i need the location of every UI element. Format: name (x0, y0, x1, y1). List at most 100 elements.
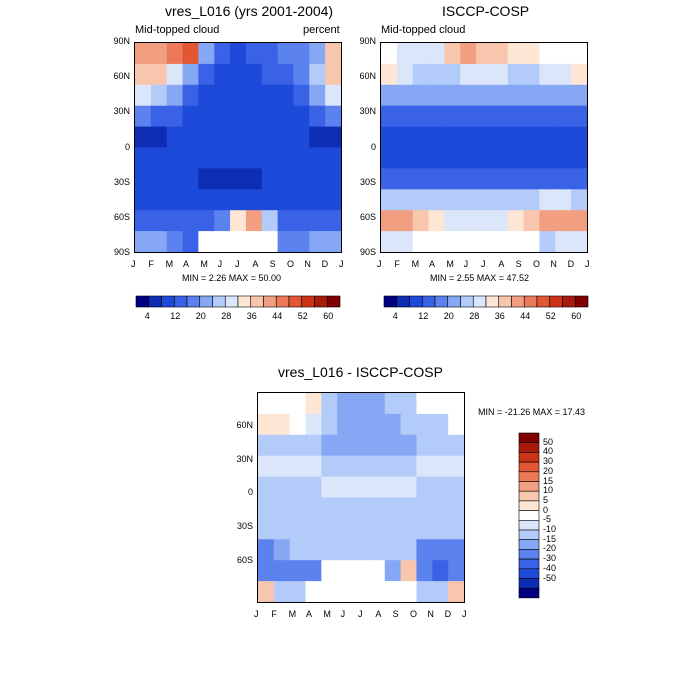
heat-cell (277, 147, 295, 169)
x-tick-label: F (148, 259, 154, 269)
heat-cell (416, 539, 433, 561)
heat-cell (416, 476, 433, 499)
heat-cell (309, 43, 326, 65)
heat-cell (428, 126, 445, 149)
heat-cell (396, 63, 414, 86)
colorbar-swatch (518, 481, 540, 492)
heat-cell (539, 231, 556, 252)
heat-cell (444, 231, 461, 252)
heat-cell (273, 476, 291, 499)
colorbar-tick-label: 4 (144, 311, 150, 321)
heat-cell (412, 43, 430, 65)
heat-cell (539, 210, 556, 232)
heat-cell (305, 393, 322, 415)
heat-cell (261, 105, 279, 128)
heat-cell (337, 497, 354, 519)
colorbar-tick-label: 5 (543, 494, 549, 505)
heat-cell (245, 168, 263, 190)
heat-cell (305, 497, 322, 519)
heat-cell (444, 168, 461, 190)
heat-cell (507, 231, 525, 252)
x-tick-label: J (462, 609, 467, 619)
heat-cell (321, 581, 338, 602)
panel1-plot (134, 42, 342, 253)
heat-cell (444, 210, 461, 232)
heat-cell (539, 168, 556, 190)
heat-cell (198, 231, 215, 252)
heat-cell (539, 63, 556, 86)
heat-cell (198, 147, 215, 169)
colorbar-tick-label: -20 (543, 543, 557, 554)
heat-cell (491, 210, 509, 232)
x-tick-label: A (429, 259, 436, 269)
colorbar-tick-label: 60 (323, 311, 334, 321)
colorbar-tick-label: 50 (543, 436, 554, 447)
heat-cell (491, 126, 509, 149)
heat-cell (293, 105, 310, 128)
y-tick-label: 60N (359, 71, 376, 82)
colorbar-swatch (263, 295, 277, 308)
heat-cell (293, 126, 310, 149)
heat-cell (523, 43, 541, 65)
heat-cell (309, 231, 326, 252)
heat-cell (400, 413, 418, 436)
colorbar-swatch (518, 568, 540, 579)
heat-cell (571, 63, 587, 86)
heat-cell (258, 413, 275, 436)
colorbar-swatch (511, 295, 525, 308)
heat-cell (353, 476, 370, 499)
heat-cell (412, 189, 430, 211)
y-tick-label: 0 (124, 141, 130, 152)
heat-cell (381, 126, 398, 149)
heat-cell (214, 43, 231, 65)
heat-cell (289, 476, 307, 499)
heat-cell (273, 560, 291, 582)
heat-cell (166, 231, 184, 252)
x-tick-label: O (533, 259, 541, 269)
heat-cell (368, 455, 386, 478)
heat-cell (555, 43, 572, 65)
heat-cell (491, 147, 509, 169)
heat-cell (416, 497, 433, 519)
colorbar-swatch (518, 587, 540, 599)
heat-cell (337, 476, 354, 499)
heat-cell (135, 43, 152, 65)
heat-cell (293, 43, 310, 65)
y-tick-label: 30S (236, 521, 253, 532)
heat-cell (325, 168, 341, 190)
heat-cell (491, 168, 509, 190)
heat-cell (400, 539, 418, 561)
colorbar-swatch (135, 295, 150, 308)
heat-cell (273, 539, 291, 561)
heat-cell (368, 539, 386, 561)
heat-cell (293, 84, 310, 107)
heat-cell (539, 43, 556, 65)
colorbar-tick-label: 44 (272, 311, 283, 321)
heat-cell (428, 231, 445, 252)
heat-cell (444, 189, 461, 211)
x-tick-label: D (567, 259, 575, 269)
heat-cell (293, 63, 310, 86)
heat-cell (412, 147, 430, 169)
heat-cell (448, 497, 464, 519)
heat-cell (384, 497, 402, 519)
heat-cell (428, 84, 445, 107)
heat-cell (523, 126, 541, 149)
heat-cell (135, 84, 152, 107)
x-tick-label: M (411, 259, 420, 269)
heat-cell (309, 63, 326, 86)
heat-cell (150, 189, 168, 211)
heat-cell (309, 168, 326, 190)
colorbar-swatch (518, 442, 540, 453)
heat-cell (214, 231, 231, 252)
heat-cell (337, 393, 354, 415)
colorbar-tick-label: 12 (170, 311, 181, 321)
heat-cell (135, 189, 152, 211)
heat-cell (277, 189, 295, 211)
heat-cell (428, 168, 445, 190)
heat-cell (230, 210, 247, 232)
heat-cell (258, 539, 275, 561)
heat-cell (230, 147, 247, 169)
heat-cell (432, 518, 449, 540)
heat-cell (273, 518, 291, 540)
